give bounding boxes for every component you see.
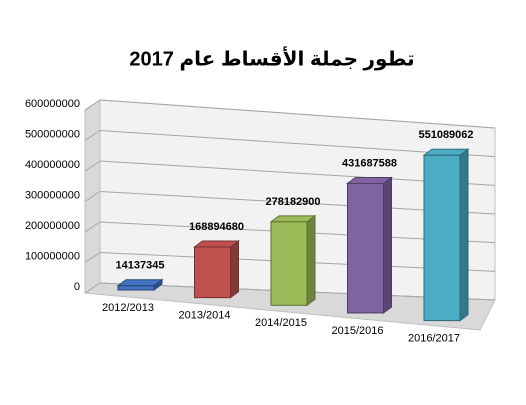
y-tick-label: 300000000 — [25, 189, 80, 201]
bar-top — [422, 148, 470, 156]
chart-title: تطور جملة الأقساط عام 2017 — [129, 45, 414, 70]
grid-line — [99, 99, 496, 129]
x-tick-label: 2014/2015 — [255, 317, 307, 329]
bar-side — [230, 239, 239, 299]
bar-top — [269, 215, 317, 223]
y-tick-label: 200000000 — [25, 220, 80, 232]
value-label: 431687588 — [342, 157, 397, 169]
grid-line — [84, 191, 101, 202]
y-tick-label: 500000000 — [25, 128, 80, 140]
y-tick-label: 0 — [74, 281, 80, 293]
x-tick-label: 2016/2017 — [408, 333, 460, 345]
bar-side — [306, 214, 316, 307]
value-label: 551089062 — [418, 129, 473, 141]
y-tick-label: 600000000 — [25, 98, 80, 110]
grid-line — [84, 99, 101, 111]
bar-top — [346, 176, 393, 184]
grid-line — [84, 221, 101, 233]
grid-line — [84, 282, 101, 294]
grid-line — [84, 130, 101, 141]
bar — [347, 182, 384, 314]
y-tick-label: 400000000 — [25, 159, 80, 171]
bar — [194, 246, 231, 299]
bar-top — [116, 279, 164, 287]
grid-line — [84, 252, 101, 263]
bar — [117, 285, 155, 291]
bar-top — [193, 240, 240, 248]
value-label: 14137345 — [116, 260, 165, 272]
y-tick-label: 100000000 — [25, 250, 80, 262]
x-tick-label: 2015/2016 — [332, 325, 384, 337]
x-tick-label: 2013/2014 — [179, 310, 231, 322]
value-label: 278182900 — [265, 196, 320, 208]
bar-side — [383, 176, 392, 314]
x-tick-label: 2012/2013 — [102, 302, 154, 314]
value-label: 168894680 — [189, 221, 244, 233]
bar — [423, 154, 461, 322]
bar — [270, 221, 308, 306]
bar-side — [459, 148, 469, 322]
grid-line — [84, 160, 101, 172]
